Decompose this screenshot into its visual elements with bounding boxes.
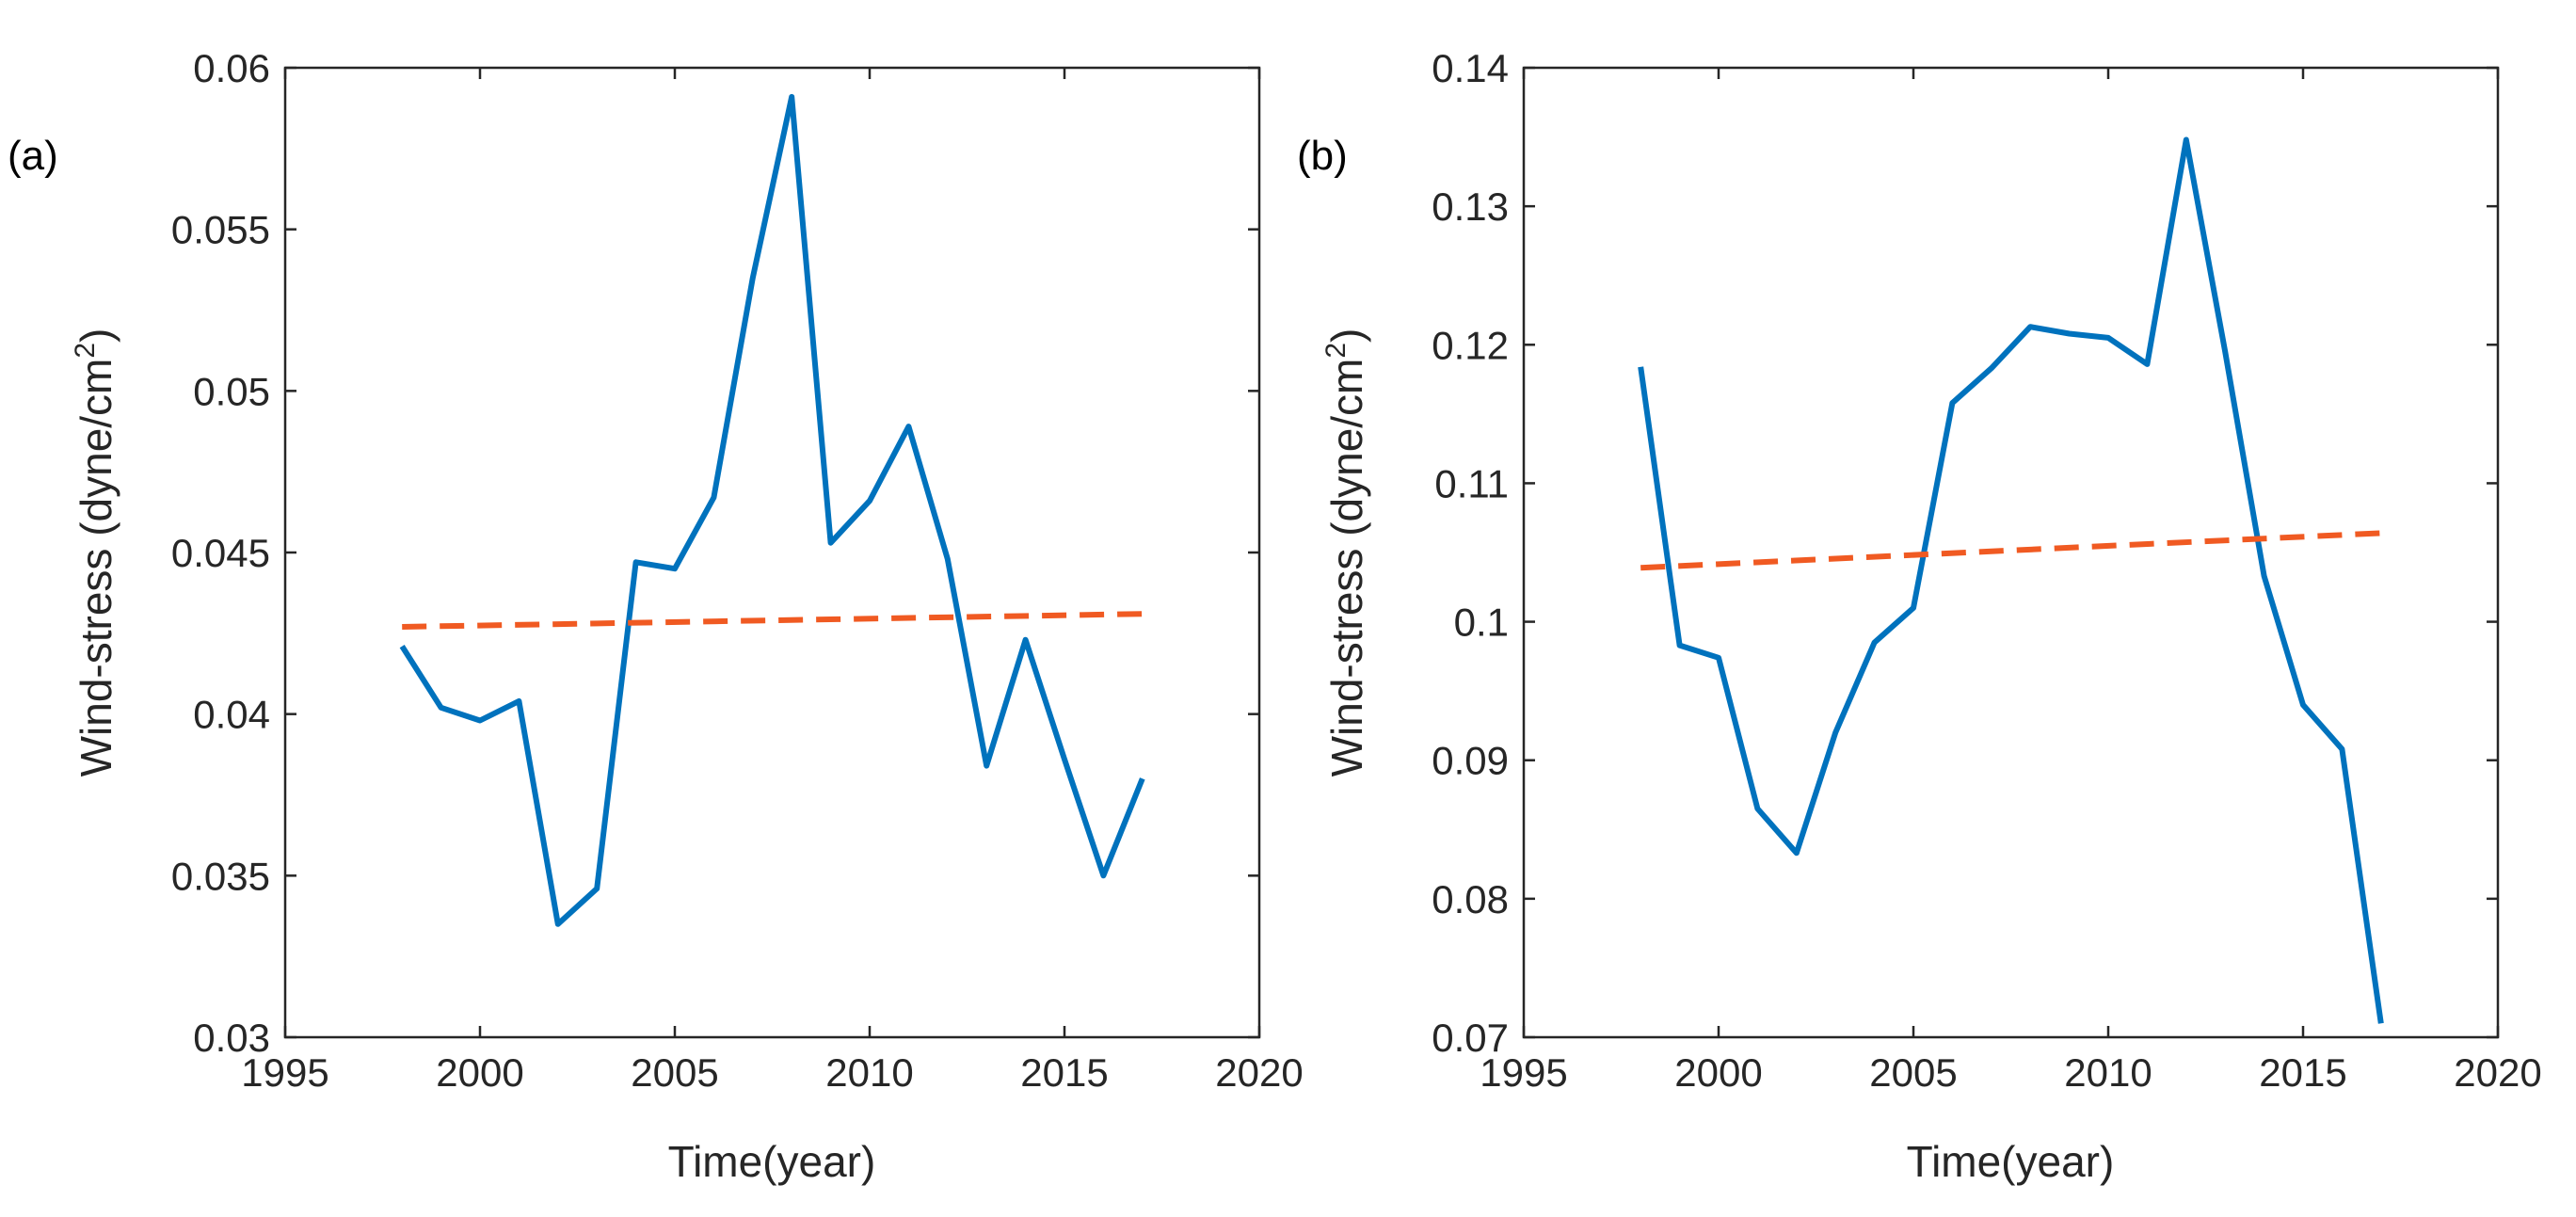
panel-b-xtick-label: 2000	[1674, 1050, 1762, 1095]
panel-a-axes-frame	[283, 66, 1261, 1039]
panel-a-xtick-label: 2010	[825, 1050, 913, 1095]
panel-b-xtick-label: 2015	[2259, 1050, 2346, 1095]
panel-b-trend-line	[1640, 530, 2381, 571]
panel-a-xlabel: Time(year)	[668, 1137, 876, 1186]
panel-a-xtick-label: 2015	[1020, 1050, 1108, 1095]
panel-a-ylabel-close: )	[72, 328, 120, 343]
panel-b-xtick-label: 2020	[2454, 1050, 2541, 1095]
panel-b-xtick-label: 1995	[1480, 1050, 1567, 1095]
panel-a-plot-area	[399, 93, 1145, 927]
panel-b-label: (b)	[1297, 133, 1348, 179]
panel-a-ylabel-sup: 2	[70, 343, 101, 359]
panel-a-ytick-label: 0.06	[193, 46, 270, 90]
panel-b-ylabel-sup: 2	[1320, 343, 1352, 359]
panel-b-ytick-label: 0.08	[1432, 877, 1509, 921]
panel-a-ytick-label: 0.055	[171, 208, 270, 252]
panel-a-ytick-label: 0.05	[193, 369, 270, 413]
panel-a-label: (a)	[8, 133, 58, 179]
panel-b-ylabel-close: )	[1322, 328, 1371, 343]
panel-b-plot-area	[1638, 136, 2384, 1024]
panel-a-ticks: 1995 2000 2005 2010 2015 2020 0.03 0.035 0.04 0.0…	[171, 46, 1304, 1095]
panel-a-ylabel-main: Wind-stress (dyne/cm	[72, 359, 120, 777]
panel-b-axes-frame	[1522, 66, 2500, 1039]
panel-b-wind-stress-line	[1638, 136, 2384, 1024]
panel-a-xtick-label: 2020	[1215, 1050, 1303, 1095]
panel-b-ytick-label: 0.12	[1432, 323, 1509, 367]
panel-a-ytick-label: 0.035	[171, 854, 270, 898]
panel-b-ytick-label: 0.1	[1454, 600, 1509, 645]
panel-b-ytick-label: 0.11	[1434, 461, 1509, 505]
panel-a: (a) 1995 2000 2005 2010 2015 2020 0.03 0.035 0.0…	[8, 46, 1304, 1186]
panel-a-ylabel: Wind-stress (dyne/cm2)	[70, 328, 120, 777]
panel-b-xtick-label: 2005	[1869, 1050, 1957, 1095]
panel-a-ytick-label: 0.03	[193, 1016, 270, 1060]
panel-b-xlabel: Time(year)	[1907, 1137, 2115, 1186]
panel-b-ytick-label: 0.13	[1432, 184, 1509, 229]
panel-b-ytick-label: 0.07	[1432, 1016, 1509, 1060]
panel-b-xtick-label: 2010	[2064, 1050, 2152, 1095]
panel-b-ytick-label: 0.14	[1432, 46, 1509, 90]
panel-a-xtick-label: 2005	[631, 1050, 718, 1095]
panel-b: (b) 1995 2000 2005 2010 2015 2020 0.07 0.08 0.09…	[1297, 46, 2542, 1186]
panel-a-xtick-label: 2000	[436, 1050, 523, 1095]
panel-a-xtick-label: 1995	[241, 1050, 328, 1095]
panel-b-ylabel-main: Wind-stress (dyne/cm	[1322, 359, 1371, 777]
panel-a-wind-stress-line	[399, 93, 1145, 927]
panel-a-ytick-label: 0.045	[171, 531, 270, 575]
panel-b-ylabel: Wind-stress (dyne/cm2)	[1320, 328, 1371, 777]
panel-a-trend-line	[402, 611, 1143, 630]
panel-b-ytick-label: 0.09	[1432, 739, 1509, 783]
panel-b-ticks: 1995 2000 2005 2010 2015 2020 0.07 0.08 0.09 0.1 0…	[1432, 46, 2541, 1095]
panel-a-ytick-label: 0.04	[193, 693, 270, 737]
